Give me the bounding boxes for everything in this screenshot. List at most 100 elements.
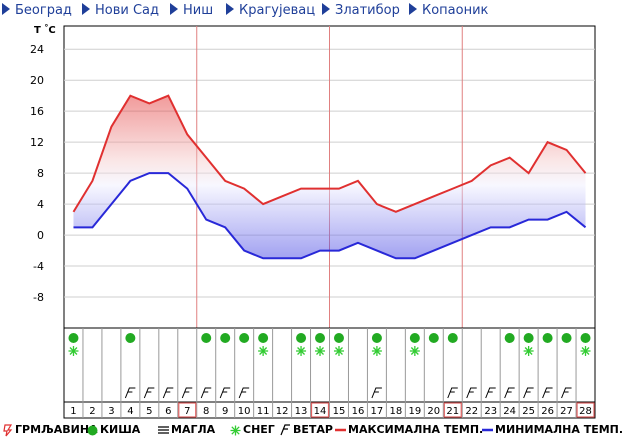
arrow-right-icon [82,3,90,15]
min-line-icon [482,428,493,432]
rain-dot-icon [333,333,344,343]
arrow-right-icon [226,3,234,15]
lightning-icon [3,423,13,436]
snowflake-icon [296,346,307,356]
legend-item-rain: КИША [87,423,140,436]
snowflake-icon [371,346,382,356]
nav-link-zlatibor[interactable]: Златибор [322,3,400,18]
nav-link-label: Златибор [335,3,400,18]
day-label: 3 [108,406,114,417]
day-label: 14 [314,406,327,417]
rain-dot-icon [220,333,231,343]
legend-label: МАГЛА [171,423,216,436]
rain-dot-icon [428,333,439,343]
wind-flag-icon [219,387,231,399]
legend-label: КИША [100,423,141,436]
day-label: 8 [203,406,209,417]
max-line-icon [335,428,346,432]
day-highlight-box [310,402,330,418]
y-tick-label: 24 [30,43,44,56]
nav-link-novi-sad[interactable]: Нови Сад [82,3,159,18]
day-label: 17 [371,406,384,417]
snowflake-icon [68,346,79,356]
day-label: 28 [579,406,592,417]
legend-item-max-temp: МАКСИМАЛНА ТЕМП. [335,423,483,436]
legend-item-min-temp: МИНИМАЛНА ТЕМП. [482,423,623,436]
y-tick-label: 4 [37,198,44,211]
day-label: 9 [222,406,228,417]
arrow-right-icon [409,3,417,15]
fog-lines-icon [158,426,169,434]
snowflake-icon [523,346,534,356]
arrow-right-icon [322,3,330,15]
day-label: 25 [522,406,535,417]
nav-link-label: Нови Сад [95,3,160,18]
snowflake-icon [315,346,326,356]
rain-dot-icon [201,333,212,343]
min-temperature-line [73,172,587,260]
y-tick-label: 0 [37,229,44,242]
day-label: 5 [146,406,152,417]
legend-item-snow: СНЕГ [230,423,275,436]
day-label: 27 [560,406,573,417]
wind-flag-icon [143,387,155,399]
day-label: 7 [184,406,190,417]
wind-flag-icon [238,387,250,399]
day-label: 22 [465,406,478,417]
day-label: 18 [390,406,403,417]
wind-flag-icon [371,387,382,399]
snowflake-icon [580,346,591,356]
day-highlight-box [576,402,595,418]
wind-flag-icon [181,387,193,399]
nav-link-kragujevac[interactable]: Крагујевац [226,3,315,18]
nav-link-kopaonik[interactable]: Копаоник [409,3,488,18]
max-temperature-line [72,94,587,213]
wind-flag-icon [162,387,174,399]
y-tick-label: 12 [30,136,44,149]
snowflake-icon [333,346,344,356]
wind-flag-icon [124,387,136,399]
y-tick-label: -4 [33,260,44,273]
legend-item-storm: ГРМЉАВИНА [3,423,98,437]
rain-dot-icon [239,333,250,343]
day-label: 24 [503,406,516,417]
day-label: 19 [408,406,421,417]
rain-dot-icon [315,333,326,343]
day-label: 16 [352,406,365,417]
day-label: 13 [295,406,308,417]
nav-link-label: Београд [15,3,72,18]
wind-flag-icon [523,387,534,399]
day-label: 2 [89,406,95,417]
rain-dot-icon [542,333,553,343]
nav-link-nis[interactable]: Ниш [170,3,213,18]
wind-flag-icon [542,387,553,399]
rain-dot-icon [125,333,136,343]
wind-flag-icon [504,387,515,399]
legend-item-fog: МАГЛА [158,423,215,436]
rain-dot-icon [68,333,79,343]
nav-link-label: Крагујевац [239,3,316,18]
snowflake-icon [409,346,420,356]
day-label: 23 [484,406,497,417]
legend-label: ВЕТАР [293,423,333,436]
y-tick-label: 20 [30,74,44,87]
wind-flag-icon [466,387,477,399]
legend-label: СНЕГ [243,423,275,436]
chart-legend: ГРМЉАВИНА КИША МАГЛА СНЕГ ВЕТАР МАКСИМАЛ… [0,420,633,440]
day-label: 10 [238,406,251,417]
nav-link-beograd[interactable]: Београд [2,3,72,18]
rain-dot-icon [258,333,269,343]
rain-dot-icon [371,333,382,343]
rain-dot-icon [447,333,458,343]
rain-dot-icon [561,333,572,343]
y-tick-label: 8 [37,167,44,180]
y-tick-label: -8 [33,291,44,304]
city-navigation: Београд Нови Сад Ниш Крагујевац Златибор… [0,0,633,22]
rain-dot-icon [523,333,534,343]
rain-dot-icon [580,333,591,343]
day-highlight-box [443,402,462,418]
day-label: 12 [276,406,289,417]
wind-flag-icon [447,387,458,399]
rain-dot-icon [504,333,515,343]
